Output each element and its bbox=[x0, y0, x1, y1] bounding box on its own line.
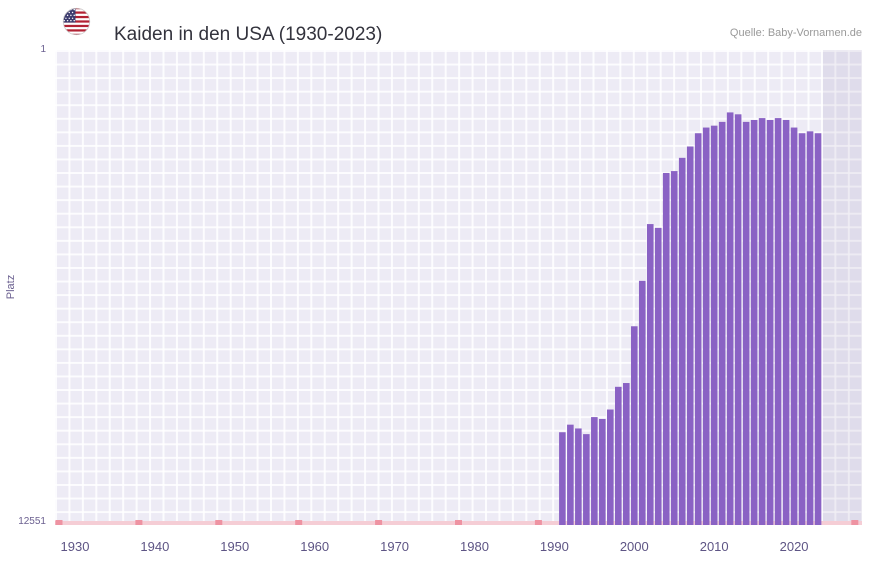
source-label: Quelle: Baby-Vornamen.de bbox=[729, 27, 862, 39]
bar-2003[interactable] bbox=[654, 227, 662, 525]
bar-2008[interactable] bbox=[694, 133, 702, 525]
bar-2023[interactable] bbox=[814, 133, 822, 525]
no-data-marker bbox=[375, 520, 383, 525]
bar-2009[interactable] bbox=[702, 127, 710, 525]
bar-2020[interactable] bbox=[790, 127, 798, 525]
x-axis-ticks: 1930 1940 1950 1960 1970 1980 1990 2000 2010 2020 bbox=[55, 539, 862, 559]
page-title: Kaiden in den USA (1930-2023) bbox=[114, 23, 383, 45]
bar-2010[interactable] bbox=[710, 125, 718, 525]
bar-2005[interactable] bbox=[670, 171, 678, 525]
bar-2004[interactable] bbox=[662, 172, 670, 525]
bar-1998[interactable] bbox=[615, 386, 622, 525]
bar-2017[interactable] bbox=[766, 119, 774, 525]
bar-1991[interactable] bbox=[559, 432, 566, 525]
bar-2013[interactable] bbox=[734, 114, 742, 525]
bar-2006[interactable] bbox=[678, 157, 686, 525]
y-tick-bottom: 12551 bbox=[18, 516, 46, 527]
no-data-marker bbox=[295, 520, 303, 525]
bar-2012[interactable] bbox=[726, 112, 734, 525]
plot-area bbox=[55, 50, 862, 525]
no-data-marker bbox=[851, 520, 859, 525]
bar-1999[interactable] bbox=[622, 383, 630, 525]
x-tick-label: 1930 bbox=[60, 539, 90, 554]
bar-2011[interactable] bbox=[718, 121, 726, 525]
bar-2021[interactable] bbox=[798, 133, 806, 525]
x-tick-label: 2020 bbox=[779, 539, 809, 554]
bar-1992[interactable] bbox=[567, 424, 574, 525]
x-tick-label: 1950 bbox=[220, 539, 250, 554]
bar-1996[interactable] bbox=[599, 418, 606, 525]
x-tick-label: 1980 bbox=[460, 539, 489, 554]
usa-flag-icon bbox=[62, 7, 91, 36]
bar-2014[interactable] bbox=[742, 121, 750, 525]
bar-2002[interactable] bbox=[646, 224, 654, 525]
x-tick-label: 1970 bbox=[380, 539, 410, 554]
bar-2019[interactable] bbox=[782, 119, 790, 525]
bar-2016[interactable] bbox=[758, 118, 766, 525]
bar-2015[interactable] bbox=[750, 119, 758, 525]
bar-2022[interactable] bbox=[806, 131, 814, 525]
bar-1993[interactable] bbox=[575, 428, 582, 525]
bar-2000[interactable] bbox=[630, 326, 638, 525]
bar-2018[interactable] bbox=[774, 118, 782, 525]
x-tick-label: 1960 bbox=[300, 539, 330, 554]
x-tick-label: 2000 bbox=[619, 539, 649, 554]
bar-1995[interactable] bbox=[591, 417, 598, 525]
no-data-marker bbox=[215, 520, 223, 525]
bar-2001[interactable] bbox=[638, 280, 646, 525]
future-band bbox=[822, 50, 862, 525]
chart-header: Kaiden in den USA (1930-2023) Quelle: Ba… bbox=[0, 0, 873, 46]
x-tick-label: 1990 bbox=[539, 539, 569, 554]
no-data-marker bbox=[534, 520, 542, 525]
no-data-marker bbox=[135, 520, 143, 525]
no-data-marker bbox=[455, 520, 462, 525]
x-tick-label: 1940 bbox=[140, 539, 170, 554]
y-tick-top: 1 bbox=[40, 44, 46, 55]
x-tick-label: 2010 bbox=[699, 539, 729, 554]
y-axis-title: Platz bbox=[5, 274, 17, 300]
bar-2007[interactable] bbox=[686, 146, 694, 525]
bars-layer bbox=[55, 112, 862, 525]
bar-1994[interactable] bbox=[583, 434, 590, 525]
bar-1997[interactable] bbox=[607, 409, 614, 525]
no-data-marker bbox=[55, 520, 63, 525]
